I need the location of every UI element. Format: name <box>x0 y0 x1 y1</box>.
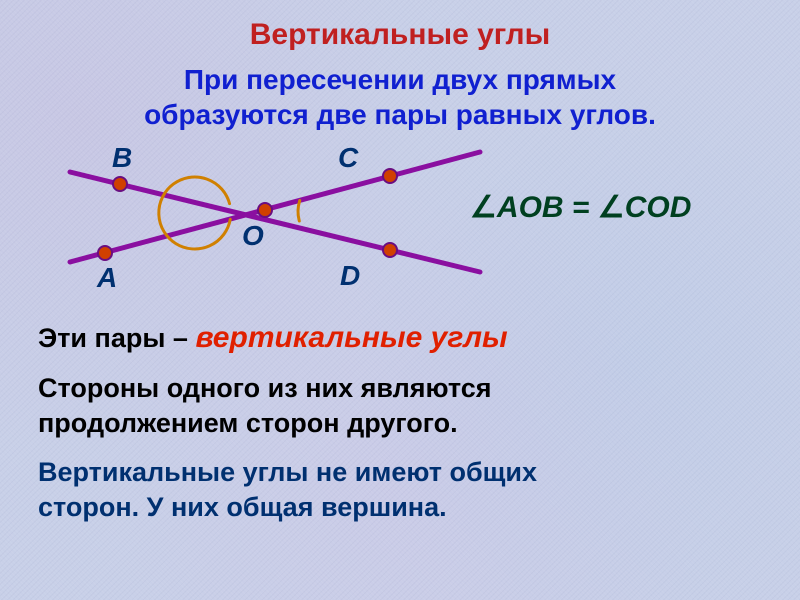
subtitle-line1: При пересечении двух прямых <box>184 64 616 95</box>
angle-equation: ∠AOB = ∠COD <box>470 190 691 225</box>
para3-line2: сторон. У них общая вершина. <box>38 492 447 522</box>
paragraph-pairs: Эти пары – вертикальные углы <box>0 318 800 357</box>
vertical-angles-diagram: ∠AOB = ∠COD A B C D O <box>0 132 800 312</box>
eq-lhs: AOB <box>497 191 564 224</box>
angle-icon: ∠ <box>470 191 497 224</box>
subtitle: При пересечении двух прямых образуются д… <box>0 62 800 132</box>
para3-line1: Вертикальные углы не имеют общих <box>38 457 537 487</box>
page-title: Вертикальные углы <box>0 0 800 52</box>
point-label-D: D <box>340 260 360 292</box>
point-label-A: A <box>97 262 117 294</box>
angle-icon: ∠ <box>598 191 625 224</box>
point-label-O: O <box>242 220 264 252</box>
para2-line2: продолжением сторон другого. <box>38 408 458 438</box>
para2-line1: Стороны одного из них являются <box>38 373 492 403</box>
paragraph-vertex: Вертикальные углы не имеют общих сторон.… <box>0 455 800 525</box>
eq-rhs: COD <box>625 191 692 224</box>
point-label-C: C <box>338 142 358 174</box>
paragraph-sides: Стороны одного из них являются продолжен… <box>0 371 800 441</box>
para1-emph: вертикальные углы <box>195 321 507 354</box>
point-label-B: B <box>112 142 132 174</box>
subtitle-line2: образуются две пары равных углов. <box>144 99 656 130</box>
para1-pre: Эти пары – <box>38 323 195 353</box>
